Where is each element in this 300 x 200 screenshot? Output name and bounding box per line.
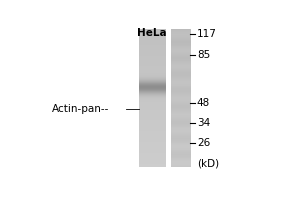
Text: Actin-pan--: Actin-pan-- — [52, 104, 109, 114]
Text: 26: 26 — [197, 138, 210, 148]
Text: HeLa: HeLa — [137, 28, 167, 38]
Text: 34: 34 — [197, 118, 210, 128]
Text: 85: 85 — [197, 50, 210, 60]
Text: 48: 48 — [197, 98, 210, 108]
Text: (kD): (kD) — [197, 158, 219, 168]
Text: 117: 117 — [197, 29, 217, 39]
